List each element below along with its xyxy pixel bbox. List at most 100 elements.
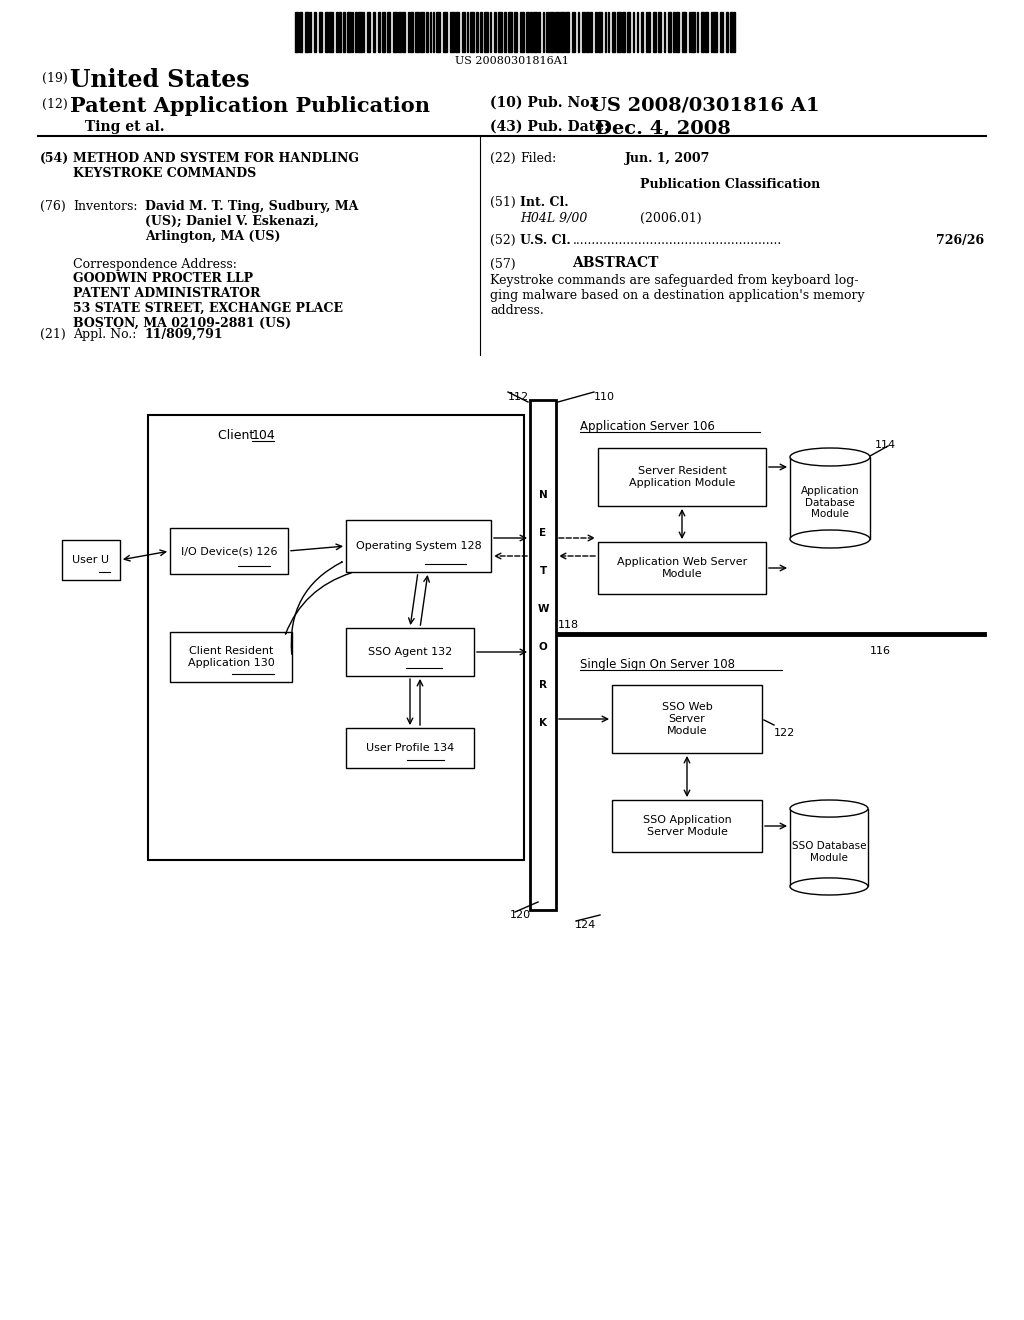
Text: 726/26: 726/26 — [936, 234, 984, 247]
Bar — [701, 12, 705, 51]
Bar — [346, 520, 490, 572]
Bar — [329, 12, 333, 51]
Bar — [299, 12, 302, 51]
Bar — [346, 628, 474, 676]
Text: (10) Pub. No.:: (10) Pub. No.: — [490, 96, 599, 110]
Bar — [556, 12, 559, 51]
Text: Operating System 128: Operating System 128 — [355, 541, 481, 550]
Bar — [730, 12, 732, 51]
Text: Ting et al.: Ting et al. — [85, 120, 165, 135]
Bar — [713, 12, 717, 51]
Text: User Profile 134: User Profile 134 — [366, 743, 454, 752]
Bar — [373, 12, 375, 51]
Bar — [598, 12, 602, 51]
Text: 122: 122 — [774, 729, 796, 738]
Text: GOODWIN PROCTER LLP
PATENT ADMINISTRATOR
53 STATE STREET, EXCHANGE PLACE
BOSTON,: GOODWIN PROCTER LLP PATENT ADMINISTRATOR… — [73, 272, 343, 330]
Bar — [504, 12, 506, 51]
Bar — [612, 800, 762, 851]
Ellipse shape — [790, 447, 870, 466]
Bar — [387, 12, 390, 51]
Bar — [436, 12, 440, 51]
Text: METHOD AND SYSTEM FOR HANDLING
KEYSTROKE COMMANDS: METHOD AND SYSTEM FOR HANDLING KEYSTROKE… — [73, 152, 359, 180]
Bar — [314, 12, 316, 51]
Bar — [590, 12, 592, 51]
Text: (2006.01): (2006.01) — [640, 213, 701, 224]
Bar — [705, 12, 708, 51]
Bar — [382, 12, 385, 51]
Bar — [612, 685, 762, 752]
Text: (43) Pub. Date:: (43) Pub. Date: — [490, 120, 609, 135]
Text: United States: United States — [70, 69, 250, 92]
Text: Application
Database
Module: Application Database Module — [801, 486, 859, 519]
Text: User U: User U — [73, 554, 110, 565]
Bar — [612, 12, 615, 51]
Text: Inventors:: Inventors: — [73, 201, 137, 213]
Text: SSO Application
Server Module: SSO Application Server Module — [643, 816, 731, 837]
Text: David M. T. Ting, Sudbury, MA
(US); Daniel V. Eskenazi,
Arlington, MA (US): David M. T. Ting, Sudbury, MA (US); Dani… — [145, 201, 358, 243]
Text: Int. Cl.: Int. Cl. — [520, 195, 568, 209]
Bar — [426, 12, 428, 51]
Text: Single Sign On Server 108: Single Sign On Server 108 — [580, 657, 735, 671]
Bar — [410, 12, 413, 51]
Bar — [170, 632, 292, 682]
Text: SSO Agent 132: SSO Agent 132 — [368, 647, 453, 657]
Text: US 2008/0301816 A1: US 2008/0301816 A1 — [590, 96, 819, 114]
FancyArrowPatch shape — [286, 573, 351, 634]
Bar — [358, 12, 362, 51]
Text: (57): (57) — [490, 257, 516, 271]
Bar — [676, 12, 679, 51]
Bar — [595, 12, 597, 51]
Bar — [450, 12, 454, 51]
Bar — [319, 12, 322, 51]
Text: 120: 120 — [510, 909, 531, 920]
Bar — [62, 540, 120, 579]
Bar — [367, 12, 370, 51]
Bar — [443, 12, 447, 51]
Bar — [598, 543, 766, 594]
Text: (76): (76) — [40, 201, 66, 213]
Text: O: O — [539, 642, 548, 652]
Bar — [339, 12, 341, 51]
Bar — [598, 447, 766, 506]
Text: Application Web Server
Module: Application Web Server Module — [616, 557, 748, 578]
Bar — [565, 12, 569, 51]
Ellipse shape — [790, 800, 868, 817]
Ellipse shape — [790, 531, 870, 548]
Bar — [530, 400, 556, 909]
Text: (54): (54) — [40, 152, 70, 165]
Text: ABSTRACT: ABSTRACT — [571, 256, 658, 271]
Bar — [343, 12, 345, 51]
Text: Client: Client — [218, 429, 258, 442]
Bar — [733, 12, 735, 51]
Bar — [673, 12, 675, 51]
Bar — [398, 12, 401, 51]
Text: 118: 118 — [558, 620, 580, 630]
Text: N: N — [539, 490, 548, 500]
Bar — [520, 12, 524, 51]
Bar — [393, 12, 397, 51]
Bar — [658, 12, 662, 51]
Bar — [462, 12, 465, 51]
Bar — [455, 12, 459, 51]
Bar — [572, 12, 575, 51]
Bar — [378, 12, 380, 51]
Bar — [480, 12, 482, 51]
Text: (19): (19) — [42, 73, 68, 84]
Text: (12): (12) — [42, 98, 68, 111]
Text: SSO Database
Module: SSO Database Module — [792, 841, 866, 862]
Text: I/O Device(s) 126: I/O Device(s) 126 — [181, 546, 278, 556]
Bar — [534, 12, 537, 51]
Text: T: T — [540, 566, 547, 576]
Bar — [648, 12, 650, 51]
Bar — [530, 12, 532, 51]
Bar — [617, 12, 621, 51]
Bar — [305, 12, 309, 51]
Text: Server Resident
Application Module: Server Resident Application Module — [629, 466, 735, 488]
Bar — [682, 12, 686, 51]
Bar — [494, 12, 496, 51]
Bar — [586, 12, 589, 51]
Text: (22): (22) — [490, 152, 516, 165]
Bar — [420, 12, 424, 51]
Text: W: W — [538, 605, 549, 614]
Bar — [498, 12, 502, 51]
